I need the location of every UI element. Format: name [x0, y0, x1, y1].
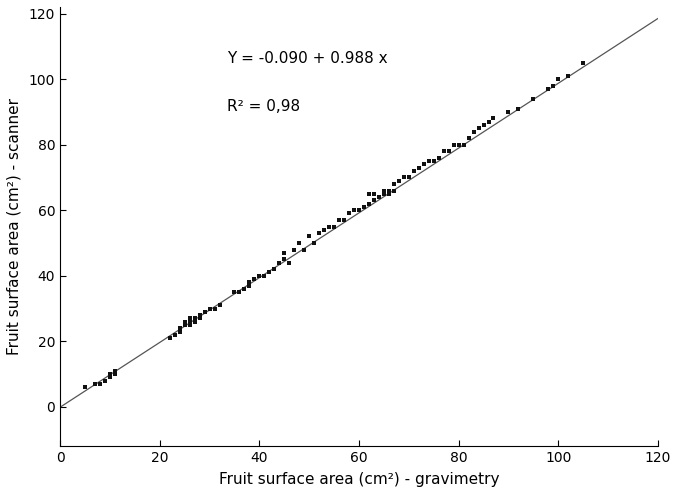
Point — [109, 367, 120, 375]
Point — [194, 311, 205, 319]
Point — [458, 141, 469, 149]
Point — [274, 259, 285, 267]
Point — [503, 108, 514, 116]
Point — [204, 305, 215, 313]
Point — [369, 190, 380, 198]
Point — [374, 193, 384, 201]
Point — [543, 85, 554, 93]
Text: Y = -0.090 + 0.988 x: Y = -0.090 + 0.988 x — [228, 51, 388, 66]
Point — [239, 285, 250, 293]
Point — [104, 370, 115, 378]
Point — [264, 269, 275, 277]
Point — [528, 95, 539, 103]
Point — [393, 177, 404, 185]
Point — [468, 127, 479, 135]
Point — [109, 370, 120, 378]
Point — [463, 134, 474, 142]
Point — [513, 105, 524, 113]
Point — [249, 275, 260, 283]
Point — [279, 255, 290, 263]
Point — [453, 141, 464, 149]
Point — [448, 141, 459, 149]
Point — [323, 223, 334, 231]
Y-axis label: Fruit surface area (cm²) - scanner: Fruit surface area (cm²) - scanner — [7, 98, 22, 355]
Point — [388, 187, 399, 195]
Point — [478, 121, 489, 129]
Point — [319, 226, 330, 234]
Point — [164, 334, 175, 342]
Point — [578, 59, 589, 67]
Point — [79, 383, 90, 391]
Point — [399, 173, 410, 181]
Point — [403, 173, 414, 181]
Point — [308, 239, 319, 247]
Point — [438, 147, 449, 155]
Point — [408, 167, 419, 175]
Point — [304, 233, 315, 241]
Point — [334, 216, 344, 224]
Point — [329, 223, 340, 231]
Text: R² = 0,98: R² = 0,98 — [228, 99, 300, 114]
Point — [428, 157, 439, 165]
Point — [289, 246, 300, 253]
Point — [214, 301, 225, 309]
Point — [363, 200, 374, 207]
Point — [259, 272, 270, 280]
Point — [89, 380, 100, 388]
Point — [189, 315, 200, 323]
Point — [338, 216, 349, 224]
Point — [254, 272, 265, 280]
Point — [418, 161, 429, 168]
Point — [199, 308, 210, 316]
Point — [174, 324, 185, 332]
Point — [284, 259, 295, 267]
Point — [553, 75, 563, 83]
Point — [384, 187, 395, 195]
Point — [433, 154, 444, 162]
Point — [483, 118, 494, 125]
Point — [174, 328, 185, 335]
Point — [184, 321, 195, 329]
Point — [269, 265, 280, 273]
Point — [473, 124, 484, 132]
Point — [423, 157, 434, 165]
Point — [414, 164, 424, 171]
Point — [548, 82, 559, 89]
Point — [363, 190, 374, 198]
Point — [378, 190, 389, 198]
Point — [179, 318, 190, 326]
Point — [209, 305, 220, 313]
Point — [184, 315, 195, 323]
Point — [194, 311, 205, 319]
Point — [179, 321, 190, 329]
Point — [299, 246, 310, 253]
Point — [353, 206, 364, 214]
Point — [94, 380, 105, 388]
Point — [314, 229, 325, 237]
Point — [234, 288, 245, 296]
Point — [348, 206, 359, 214]
Point — [244, 282, 255, 289]
Point — [359, 203, 370, 211]
Point — [170, 331, 180, 339]
Point — [384, 190, 395, 198]
Point — [194, 315, 205, 323]
Point — [488, 115, 499, 123]
Point — [189, 318, 200, 326]
Point — [100, 377, 111, 385]
Point — [344, 209, 355, 217]
Point — [369, 197, 380, 205]
Point — [388, 180, 399, 188]
X-axis label: Fruit surface area (cm²) - gravimetry: Fruit surface area (cm²) - gravimetry — [219, 472, 499, 487]
Point — [229, 288, 240, 296]
Point — [294, 239, 304, 247]
Point — [443, 147, 454, 155]
Point — [184, 318, 195, 326]
Point — [104, 373, 115, 381]
Point — [244, 279, 255, 287]
Point — [378, 187, 389, 195]
Point — [279, 249, 290, 257]
Point — [563, 72, 574, 80]
